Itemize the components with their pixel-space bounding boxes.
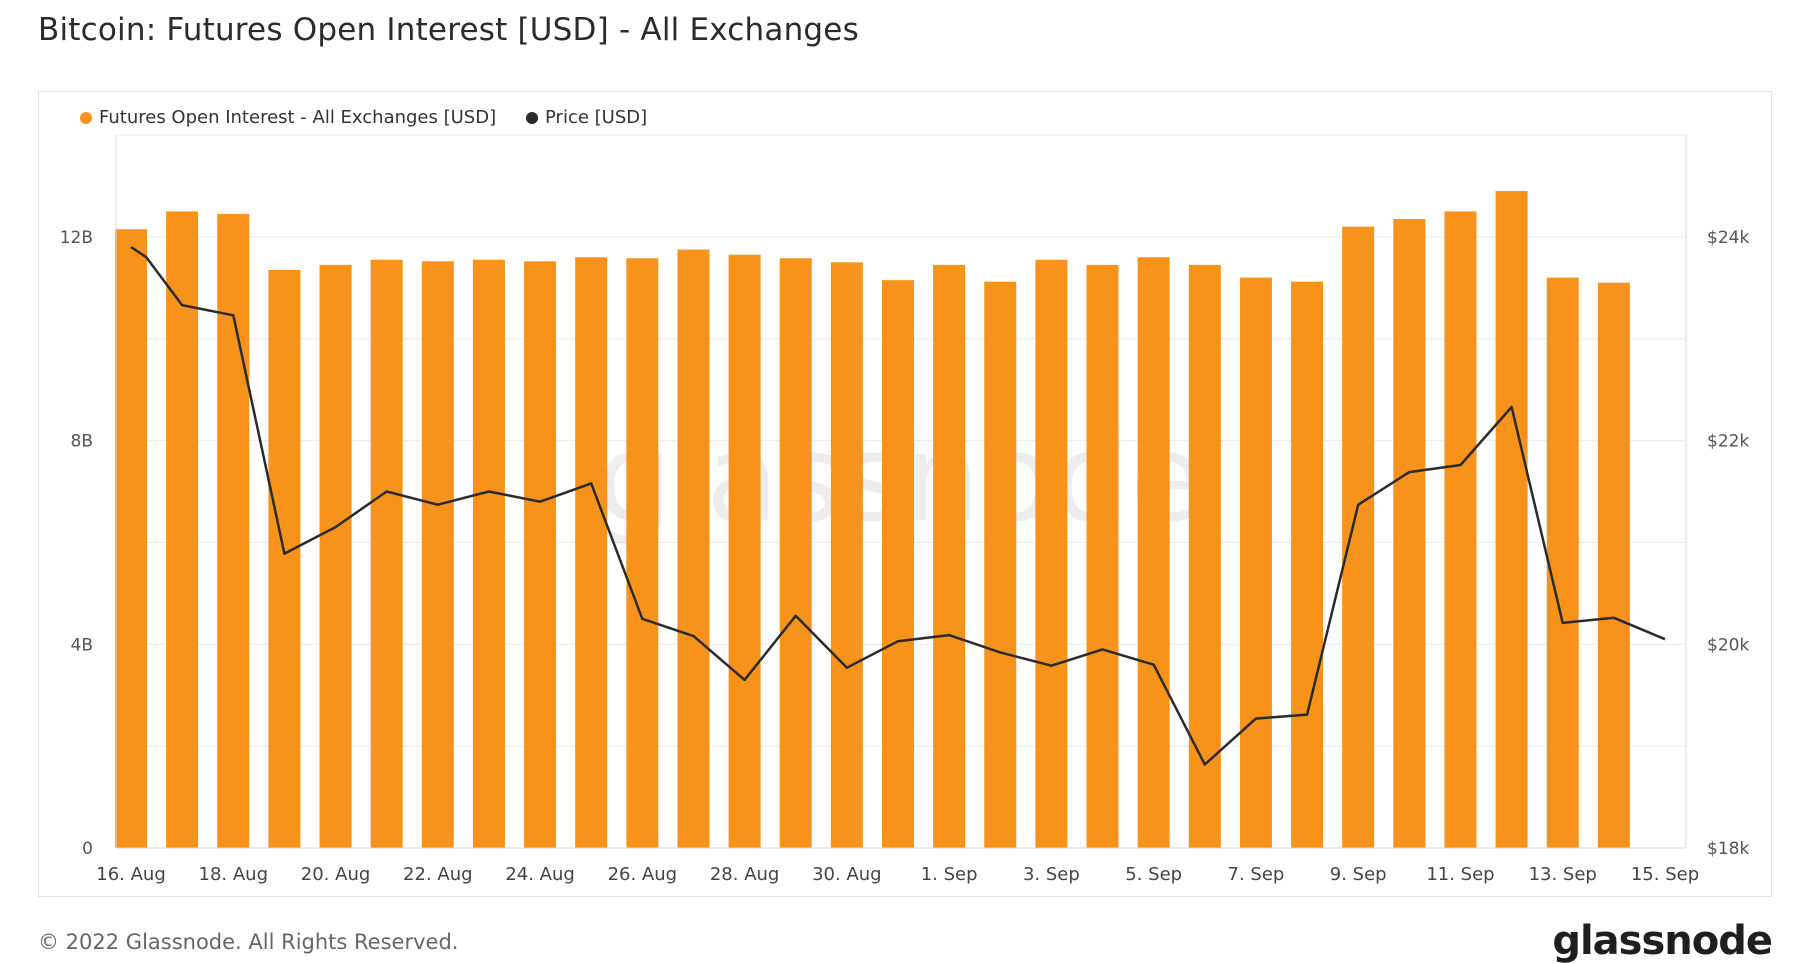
bar [166,211,199,849]
x-tick-label: 3. Sep [1023,864,1080,885]
bar [1546,277,1579,849]
y-right-tick-label: $18k [1707,839,1749,859]
glassnode-logo: glassnode [1552,918,1773,964]
bar [524,261,557,848]
bar [1239,277,1272,849]
bar [472,259,505,848]
bar [1086,264,1119,848]
bar [933,264,966,848]
bar [115,229,147,849]
x-tick-label: 7. Sep [1228,864,1285,885]
legend-dot-price [526,111,538,124]
bar [1035,259,1068,848]
y-left-tick-label: 8B [71,432,93,452]
x-tick-label: 15. Sep [1631,864,1699,885]
y-left-tick-label: 12B [60,228,93,248]
bar [677,249,710,848]
bar [882,280,914,848]
x-tick-label: 26. Aug [608,864,678,885]
bar [1495,191,1528,848]
bar [728,254,761,849]
x-tick-label: 20. Aug [301,864,371,885]
x-tick-label: 18. Aug [199,864,269,885]
x-tick-label: 9. Sep [1330,864,1387,885]
bar [779,258,812,848]
bar [1444,211,1477,849]
y-right-tick-label: $22k [1707,432,1749,452]
y-right-tick-label: $24k [1707,228,1749,248]
legend-item-price[interactable]: Price [USD] [526,107,647,128]
bar [575,257,608,848]
x-tick-label: 1. Sep [921,864,978,885]
copyright-text: © 2022 Glassnode. All Rights Reserved. [38,930,459,954]
bar [1597,282,1630,848]
bar [1188,264,1221,848]
price-line [130,245,1666,766]
bar [1291,281,1324,848]
x-tick-label: 22. Aug [403,864,473,885]
bar [217,213,250,849]
x-tick-label: 11. Sep [1426,864,1494,885]
legend-item-open-interest[interactable]: Futures Open Interest - All Exchanges [U… [80,107,496,128]
chart-title: Bitcoin: Futures Open Interest [USD] - A… [38,12,859,48]
y-left-tick-label: 0 [82,839,93,859]
legend-label-price: Price [USD] [545,107,648,128]
x-tick-label: 13. Sep [1529,864,1597,885]
bar [830,262,863,849]
legend-dot-open-interest [80,111,92,124]
bar [268,269,301,849]
x-tick-label: 28. Aug [710,864,780,885]
bar [319,264,352,848]
x-tick-label: 24. Aug [505,864,575,885]
bar [626,258,659,848]
x-tick-label: 16. Aug [96,864,166,885]
x-tick-label: 30. Aug [812,864,882,885]
y-left-tick-label: 4B [71,635,93,655]
bar [370,259,403,848]
bar [1342,226,1375,848]
y-right-tick-label: $20k [1707,635,1749,655]
bar [1393,219,1426,848]
bar [421,261,454,848]
x-tick-label: 5. Sep [1125,864,1182,885]
legend-label-open-interest: Futures Open Interest - All Exchanges [U… [99,107,497,128]
bar [1137,257,1170,848]
bar [984,281,1017,848]
